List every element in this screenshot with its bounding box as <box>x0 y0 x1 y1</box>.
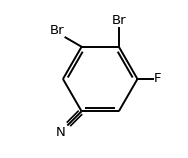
Text: Br: Br <box>111 14 126 27</box>
Text: Br: Br <box>50 24 65 37</box>
Text: N: N <box>56 126 66 139</box>
Text: F: F <box>154 73 161 85</box>
